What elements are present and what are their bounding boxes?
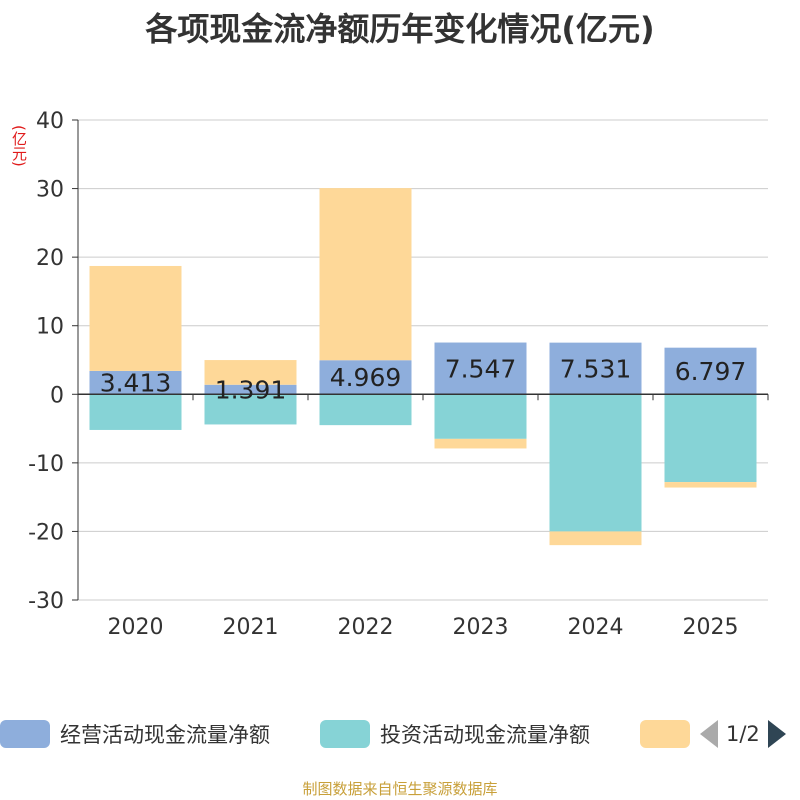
legend-item-financing[interactable] bbox=[640, 716, 690, 752]
pager-prev-icon[interactable] bbox=[700, 720, 718, 748]
bar-financing-2020 bbox=[89, 265, 182, 371]
x-tick-label-2022: 2022 bbox=[338, 615, 394, 640]
chart-legend: 经营活动现金流量净额 投资活动现金流量净额 1/2 bbox=[0, 716, 800, 752]
bar-investing-2020 bbox=[89, 394, 182, 430]
data-label-2022: 4.969 bbox=[330, 363, 402, 392]
data-label-2025: 6.797 bbox=[675, 357, 747, 386]
pager-next-icon[interactable] bbox=[767, 720, 786, 748]
data-label-2024: 7.531 bbox=[560, 354, 632, 383]
y-tick-label: 30 bbox=[36, 178, 64, 203]
x-tick-label-2025: 2025 bbox=[683, 615, 739, 640]
bar-investing-2022 bbox=[319, 394, 412, 426]
bar-investing-2023 bbox=[434, 394, 527, 439]
legend-item-operating[interactable]: 经营活动现金流量净额 bbox=[0, 716, 270, 752]
bar-financing-2022 bbox=[319, 188, 412, 361]
legend-swatch-operating bbox=[0, 720, 50, 748]
bar-financing-2021 bbox=[204, 360, 297, 385]
bar-financing-2025 bbox=[664, 482, 757, 488]
data-label-2020: 3.413 bbox=[100, 369, 172, 398]
bar-operating-2023 bbox=[434, 342, 527, 395]
y-tick-label: -30 bbox=[28, 589, 64, 614]
bar-investing-2021 bbox=[204, 394, 297, 425]
data-label-2023: 7.547 bbox=[445, 354, 517, 383]
legend-label-investing: 投资活动现金流量净额 bbox=[380, 723, 590, 747]
bar-operating-2022 bbox=[319, 360, 412, 395]
bar-operating-2021 bbox=[204, 384, 297, 395]
chart-title: 各项现金流净额历年变化情况(亿元) bbox=[145, 10, 655, 48]
x-tick-label-2023: 2023 bbox=[453, 615, 509, 640]
y-tick-label: 40 bbox=[36, 109, 64, 134]
pager-page-text: 1/2 bbox=[726, 722, 760, 746]
bar-investing-2025 bbox=[664, 394, 757, 483]
legend-item-investing[interactable]: 投资活动现金流量净额 bbox=[320, 716, 590, 752]
legend-swatch-financing bbox=[640, 720, 690, 748]
legend-swatch-investing bbox=[320, 720, 370, 748]
bar-investing-2024 bbox=[549, 394, 642, 532]
x-tick-label-2024: 2024 bbox=[568, 615, 624, 640]
bar-operating-2024 bbox=[549, 342, 642, 395]
data-label-2021: 1.391 bbox=[215, 376, 287, 405]
cashflow-chart: 40 30 20 10 0 -10 -20 -30 3.413 1.391 4.969 7.547 7.… bbox=[28, 109, 769, 640]
bar-financing-2023 bbox=[434, 438, 527, 449]
y-tick-label: -10 bbox=[28, 452, 64, 477]
y-tick-label: 0 bbox=[50, 383, 64, 408]
bar-operating-2020 bbox=[89, 370, 182, 395]
y-tick-label: -20 bbox=[28, 520, 64, 545]
legend-pager: 1/2 bbox=[700, 716, 786, 752]
y-axis-unit-label: (亿元) bbox=[10, 125, 28, 167]
bar-financing-2024 bbox=[549, 531, 642, 546]
data-source-note: 制图数据来自恒生聚源数据库 bbox=[302, 780, 498, 798]
y-tick-label: 10 bbox=[36, 315, 64, 340]
x-tick-label-2020: 2020 bbox=[108, 615, 164, 640]
bar-operating-2025 bbox=[664, 347, 757, 395]
x-tick-label-2021: 2021 bbox=[223, 615, 279, 640]
y-tick-label: 20 bbox=[36, 246, 64, 271]
legend-label-operating: 经营活动现金流量净额 bbox=[60, 723, 270, 747]
